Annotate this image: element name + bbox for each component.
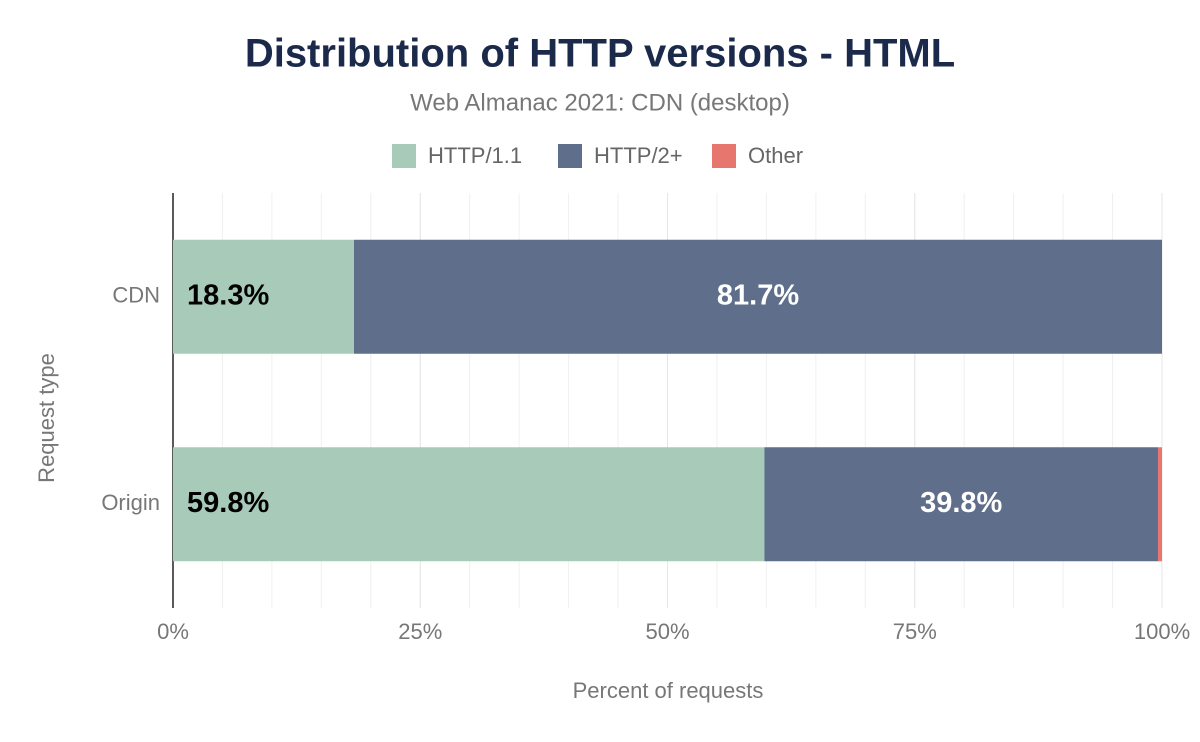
value-label: 59.8%: [187, 487, 269, 519]
bar-segment: [173, 447, 765, 562]
legend-label: HTTP/2+: [594, 143, 683, 168]
legend-label: Other: [748, 143, 803, 168]
x-tick-label: 0%: [157, 619, 189, 644]
bar-segment: [1158, 447, 1162, 562]
value-label: 18.3%: [187, 279, 269, 311]
legend-swatch: [712, 144, 736, 168]
y-tick-label: Origin: [101, 490, 160, 515]
x-tick-label: 25%: [398, 619, 442, 644]
legend-swatch: [558, 144, 582, 168]
bar-segment: [173, 239, 354, 354]
value-label: 39.8%: [920, 487, 1002, 519]
bar-segment: [353, 239, 1162, 354]
legend-swatch: [392, 144, 416, 168]
x-tick-label: 50%: [645, 619, 689, 644]
x-tick-label: 75%: [893, 619, 937, 644]
legend-label: HTTP/1.1: [428, 143, 522, 168]
y-axis-title: Request type: [34, 353, 59, 483]
x-tick-label: 100%: [1134, 619, 1190, 644]
x-axis-title: Percent of requests: [573, 678, 764, 703]
value-label: 81.7%: [717, 279, 799, 311]
y-tick-label: CDN: [112, 283, 160, 308]
chart-subtitle: Web Almanac 2021: CDN (desktop): [410, 89, 790, 116]
bar-segment: [764, 447, 1159, 562]
chart-title: Distribution of HTTP versions - HTML: [245, 32, 955, 76]
